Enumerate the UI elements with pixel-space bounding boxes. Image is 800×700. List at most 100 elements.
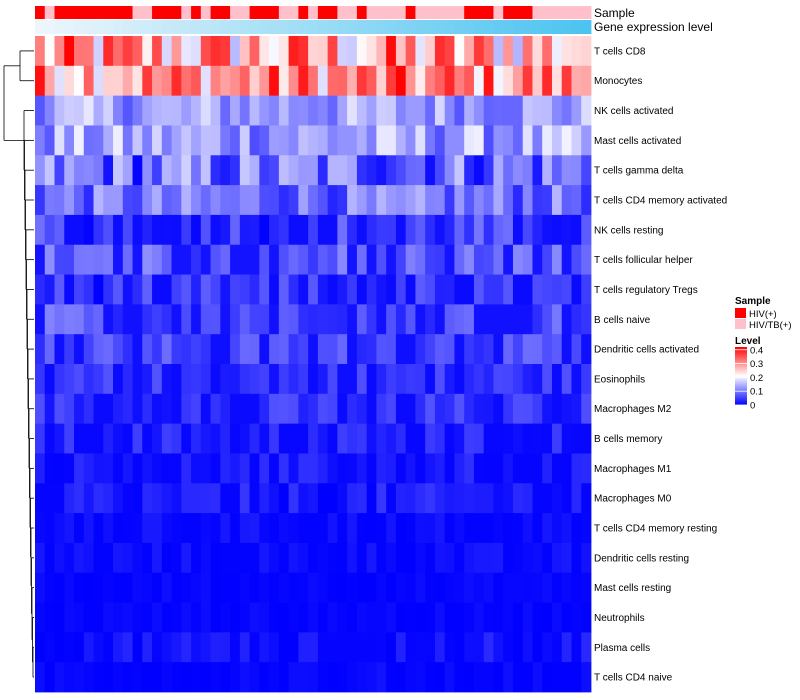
- expression-annotation-cell: [317, 20, 329, 34]
- heatmap-cell: [571, 244, 582, 275]
- heatmap-cell: [259, 125, 270, 156]
- heatmap-cell: [103, 155, 114, 186]
- heatmap-cell: [122, 542, 133, 574]
- heatmap-cell: [366, 513, 377, 544]
- heatmap-cell: [210, 632, 221, 663]
- heatmap-cell: [152, 65, 163, 97]
- annotation-label-sample: Sample: [594, 6, 635, 20]
- heatmap-cell: [191, 364, 202, 395]
- sample-annotation-cell: [308, 6, 319, 19]
- heatmap-cell: [395, 274, 407, 305]
- heatmap-cell: [64, 513, 75, 544]
- heatmap-cell: [454, 662, 465, 693]
- row-label: NK cells activated: [594, 106, 673, 117]
- heatmap-cell: [249, 36, 260, 67]
- heatmap-cell: [122, 125, 133, 156]
- heatmap-cell: [522, 542, 533, 574]
- heatmap-cell: [327, 423, 338, 454]
- heatmap-cell: [259, 95, 270, 126]
- heatmap-cell: [220, 95, 231, 126]
- heatmap-cell: [376, 185, 387, 216]
- heatmap-cell: [93, 453, 104, 484]
- expression-annotation-cell: [483, 20, 494, 34]
- heatmap-cell: [327, 483, 338, 514]
- heatmap-cell: [113, 125, 124, 156]
- heatmap-cell: [473, 214, 485, 246]
- heatmap-cell: [161, 483, 172, 514]
- heatmap-cell: [161, 95, 172, 126]
- heatmap-cell: [93, 304, 104, 335]
- heatmap-cell: [444, 334, 455, 365]
- heatmap-cell: [395, 423, 407, 454]
- heatmap-cell: [347, 244, 358, 275]
- heatmap-cell: [161, 244, 172, 275]
- expression-annotation-cell: [561, 20, 572, 34]
- heatmap-cell: [35, 185, 46, 216]
- heatmap-cell: [74, 453, 85, 484]
- heatmap-cell: [83, 483, 94, 514]
- heatmap-cell: [152, 453, 163, 484]
- heatmap-cell: [503, 274, 514, 305]
- heatmap-cell: [210, 155, 221, 186]
- heatmap-cell: [308, 95, 319, 126]
- heatmap-cell: [425, 36, 436, 67]
- heatmap-cell: [551, 423, 563, 454]
- heatmap-cell: [220, 36, 231, 67]
- heatmap-cell: [561, 542, 572, 574]
- heatmap-cell: [454, 602, 465, 633]
- heatmap-cell: [512, 214, 524, 246]
- heatmap-cell: [483, 65, 494, 97]
- heatmap-cell: [542, 214, 553, 246]
- heatmap-cell: [395, 602, 407, 633]
- heatmap-cell: [434, 155, 446, 186]
- heatmap-cell: [522, 95, 533, 126]
- heatmap-cell: [181, 65, 192, 97]
- heatmap-cell: [571, 632, 582, 663]
- heatmap-cell: [415, 364, 426, 395]
- heatmap-cell: [551, 513, 563, 544]
- heatmap-cell: [327, 304, 338, 335]
- heatmap-cell: [93, 513, 104, 544]
- heatmap-cell: [434, 542, 446, 574]
- heatmap-cell: [425, 155, 436, 186]
- heatmap-cell: [503, 244, 514, 275]
- heatmap-cell: [288, 453, 299, 484]
- heatmap-cell: [103, 542, 114, 574]
- heatmap-cell: [74, 364, 85, 395]
- heatmap-cell: [191, 632, 202, 663]
- heatmap-cell: [161, 334, 172, 365]
- heatmap-cell: [93, 244, 104, 275]
- heatmap-cell: [317, 155, 329, 186]
- heatmap-cell: [444, 214, 455, 246]
- heatmap-cell: [83, 364, 94, 395]
- sample-annotation-cell: [395, 6, 407, 19]
- expression-annotation-cell: [200, 20, 211, 34]
- heatmap-cell: [191, 572, 202, 603]
- heatmap-cell: [317, 95, 329, 126]
- heatmap-cell: [278, 542, 290, 574]
- sample-annotation-cell: [191, 6, 202, 19]
- heatmap-cell: [54, 155, 65, 186]
- heatmap-cell: [366, 423, 377, 454]
- heatmap-cell: [152, 632, 163, 663]
- heatmap-cell: [503, 602, 514, 633]
- heatmap-cell: [269, 364, 280, 395]
- heatmap-cell: [308, 36, 319, 67]
- heatmap-cell: [83, 95, 94, 126]
- heatmap-cell: [386, 364, 397, 395]
- heatmap-cell: [83, 423, 94, 454]
- heatmap-cell: [220, 662, 231, 693]
- heatmap-cell: [327, 662, 338, 693]
- heatmap-cell: [522, 423, 533, 454]
- heatmap-cell: [259, 632, 270, 663]
- heatmap-cell: [571, 572, 582, 603]
- heatmap-cell: [132, 36, 143, 67]
- heatmap-cell: [376, 602, 387, 633]
- heatmap-cell: [415, 602, 426, 633]
- heatmap-cell: [83, 65, 94, 97]
- heatmap-cell: [200, 125, 211, 156]
- heatmap-cell: [142, 364, 153, 395]
- heatmap-cell: [356, 304, 368, 335]
- heatmap-cell: [142, 214, 153, 246]
- heatmap-cell: [415, 95, 426, 126]
